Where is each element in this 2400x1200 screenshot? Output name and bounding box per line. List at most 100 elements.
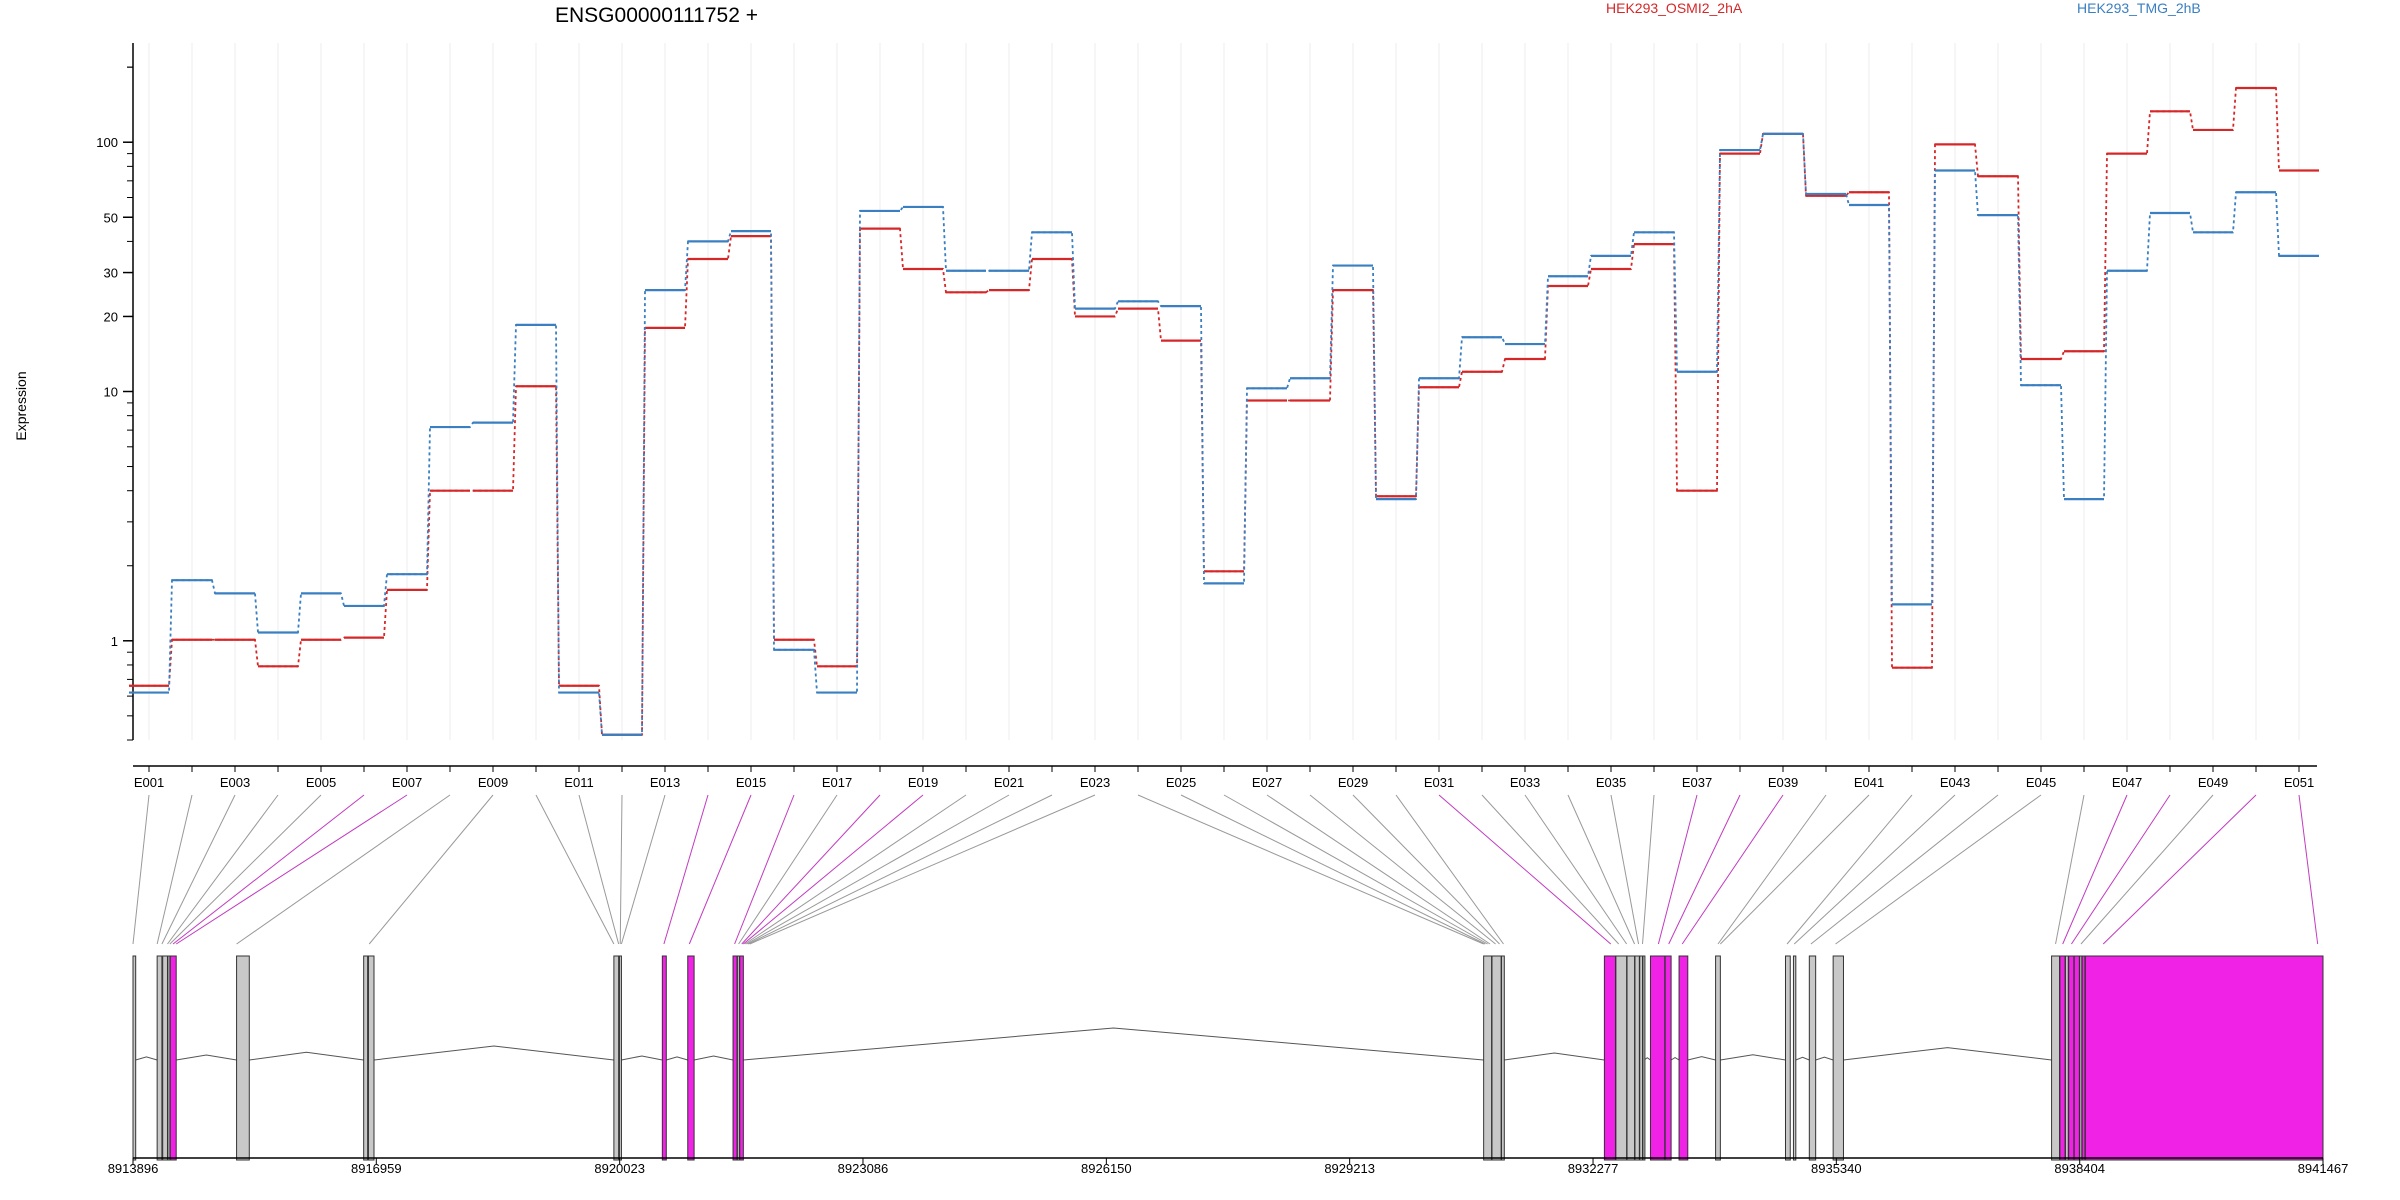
exon-connector: [2071, 794, 2171, 945]
x-tick-label: E041: [1854, 775, 1884, 790]
exon-connectors: [132, 794, 2319, 945]
intron-line: [135, 1056, 158, 1061]
intron-line: [1843, 1047, 2052, 1061]
exon-connector: [741, 794, 881, 945]
exon-connector: [744, 794, 967, 945]
exon-connector: [2055, 794, 2085, 945]
exon-connector: [1720, 794, 1870, 945]
intron-line: [1815, 1056, 1834, 1061]
exon-block: [1615, 955, 1628, 1161]
x-tick-label: E003: [220, 775, 250, 790]
exon-block: [169, 955, 177, 1161]
intron-line: [743, 1027, 1484, 1061]
exon-connector: [620, 794, 666, 945]
coordinate-label: 8938404: [2054, 1161, 2105, 1176]
exon-block: [162, 955, 168, 1161]
exon-block: [1639, 955, 1644, 1161]
x-tick-label: E007: [392, 775, 422, 790]
exon-block: [1501, 955, 1505, 1161]
intron-line: [1670, 1057, 1680, 1061]
series-lines: [129, 86, 2319, 736]
y-tick-label: 20: [104, 309, 118, 324]
intron-line: [694, 1055, 734, 1061]
series-2: [129, 132, 2319, 736]
exon-connector: [1524, 794, 1628, 945]
y-tick-label: 1: [111, 634, 118, 649]
exon-block: [1808, 955, 1817, 1161]
intron-line: [621, 1055, 663, 1061]
exon-connector: [1223, 794, 1488, 945]
exon-connector: [1567, 794, 1636, 945]
exon-block: [367, 955, 375, 1161]
x-tick-label: E051: [2284, 775, 2314, 790]
intron-line: [1795, 1056, 1810, 1061]
coordinate-label: 8913896: [108, 1161, 159, 1176]
exon-connector: [2298, 794, 2319, 945]
exon-connector: [743, 794, 924, 945]
intron-line: [1687, 1056, 1716, 1061]
grid-lines: [148, 43, 2300, 740]
exon-block: [2079, 955, 2083, 1161]
exon-connector: [663, 794, 709, 945]
exon-connector: [1137, 794, 1484, 945]
x-tick-label: E027: [1252, 775, 1282, 790]
x-tick-label: E047: [2112, 775, 2142, 790]
x-tick-label: E043: [1940, 775, 1970, 790]
intron-line: [176, 1054, 237, 1061]
x-tick-label: E005: [306, 775, 336, 790]
exon-block: [739, 955, 744, 1161]
x-tick-label: E033: [1510, 775, 1540, 790]
exon-block: [732, 955, 738, 1161]
x-tick-label: E013: [650, 775, 680, 790]
exon-connector: [1793, 794, 1956, 945]
axes: [132, 43, 2317, 767]
y-axis-label: Expression: [13, 371, 29, 440]
exon-connector: [1438, 794, 1612, 945]
exon-connector: [2062, 794, 2128, 945]
exon-block: [687, 955, 695, 1161]
exon-block: [363, 955, 369, 1161]
exon-block: [613, 955, 620, 1161]
x-tick-label: E001: [134, 775, 164, 790]
coordinate-label: 8920023: [594, 1161, 645, 1176]
coordinate-label: 8929213: [1324, 1161, 1375, 1176]
exon-block: [1626, 955, 1636, 1161]
exon-connector: [1180, 794, 1486, 945]
exon-block: [156, 955, 163, 1161]
x-tick-label: E023: [1080, 775, 1110, 790]
x-tick-label: E019: [908, 775, 938, 790]
exon-connector: [734, 794, 795, 945]
exon-connector: [746, 794, 1010, 945]
exon-block: [1664, 955, 1672, 1161]
coordinate-label: 8941467: [2298, 1161, 2349, 1176]
x-tick-label: E035: [1596, 775, 1626, 790]
coordinate-label: 8926150: [1081, 1161, 1132, 1176]
y-tick-label: 100: [96, 135, 118, 150]
exon-connector: [1309, 794, 1496, 945]
coordinate-label: 8932277: [1568, 1161, 1619, 1176]
exon-block: [2059, 955, 2066, 1161]
x-tick-label: E009: [478, 775, 508, 790]
exon-block: [736, 955, 740, 1161]
chart-title: ENSG00000111752 +: [555, 4, 758, 27]
exon-connector: [236, 794, 451, 945]
exon-connector: [747, 794, 1053, 945]
exon-connector: [749, 794, 1096, 945]
exon-block: [2064, 955, 2069, 1161]
legend-entry-series-2: HEK293_TMG_2hB: [2077, 0, 2201, 16]
y-tick-label: 10: [104, 385, 118, 400]
exon-connector: [1668, 794, 1741, 945]
exon-block: [618, 955, 622, 1161]
exon-connector: [2080, 794, 2214, 945]
exon-connector: [161, 794, 236, 945]
exon-block: [1678, 955, 1689, 1161]
y-tick-label: 30: [104, 266, 118, 281]
intron-line: [666, 1056, 688, 1061]
exon-block: [1491, 955, 1502, 1161]
exon-block: [2081, 955, 2086, 1161]
intron-line: [1720, 1054, 1786, 1061]
exon-connector: [169, 794, 322, 945]
x-tick-label: E049: [2198, 775, 2228, 790]
exon-block: [2084, 955, 2324, 1161]
